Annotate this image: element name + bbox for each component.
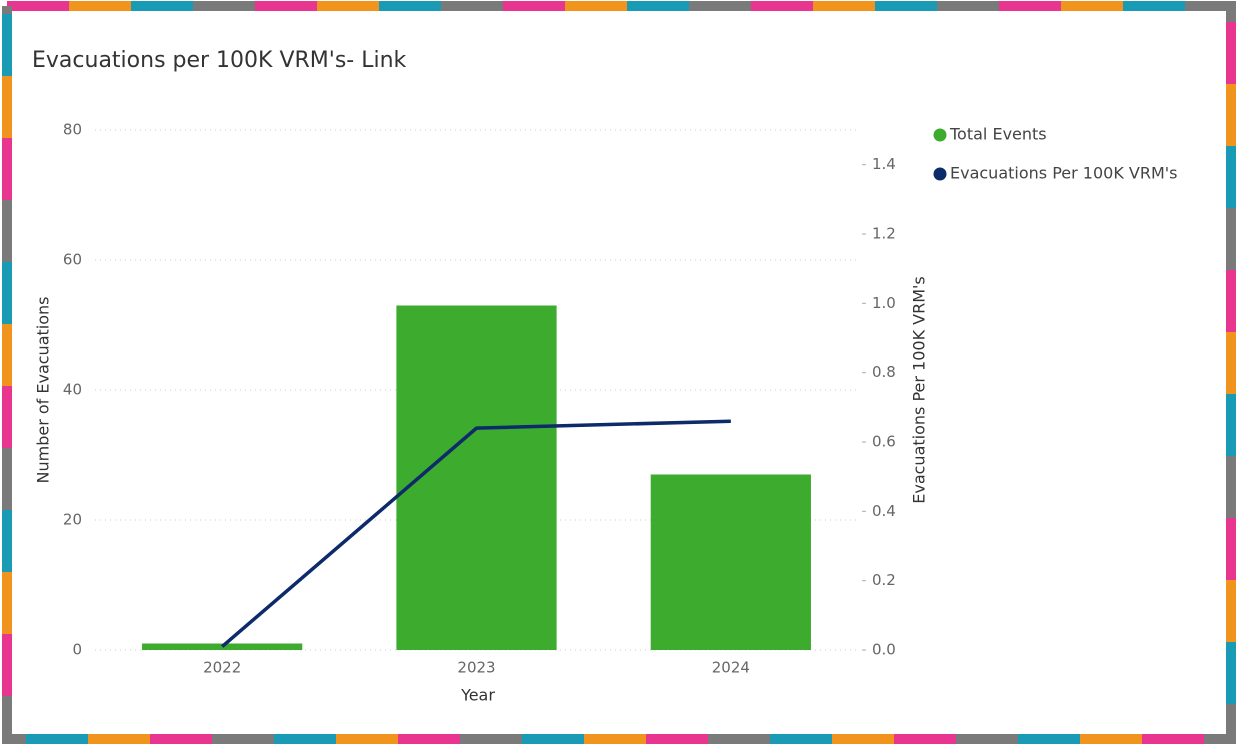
- panel: [14, 14, 1224, 732]
- y-tick-label: 20: [63, 511, 82, 529]
- y-tick-label: 60: [63, 251, 82, 269]
- bar: [650, 474, 811, 650]
- y2-tick-label: 1.4: [872, 155, 896, 173]
- y2-tick-label: 1.2: [872, 225, 896, 243]
- y2-tick-label: 0.2: [872, 571, 896, 589]
- legend-label: Total Events: [949, 125, 1047, 144]
- legend-marker: [933, 167, 947, 181]
- chart-title: Evacuations per 100K VRM's- Link: [32, 48, 407, 73]
- y-tick-label: 0: [72, 641, 82, 659]
- legend-label: Evacuations Per 100K VRM's: [950, 164, 1178, 183]
- y2-axis-title: Evacuations Per 100K VRM's: [910, 276, 929, 504]
- y-tick-label: 40: [63, 381, 82, 399]
- y2-tick-label: 1.0: [872, 294, 896, 312]
- y2-tick-label: 0.4: [872, 502, 896, 520]
- legend-marker: [933, 128, 947, 142]
- y2-tick-label: 0.6: [872, 433, 896, 451]
- bar: [142, 643, 303, 650]
- y-axis-title: Number of Evacuations: [34, 297, 53, 484]
- x-tick-label: 2022: [203, 659, 241, 677]
- y2-tick-label: 0.0: [872, 641, 896, 659]
- x-tick-label: 2024: [712, 659, 750, 677]
- x-axis-title: Year: [460, 686, 495, 705]
- x-tick-label: 2023: [457, 659, 495, 677]
- y2-tick-label: 0.8: [872, 363, 896, 381]
- line: [221, 419, 731, 648]
- bar: [396, 305, 557, 650]
- y-tick-label: 80: [63, 121, 82, 139]
